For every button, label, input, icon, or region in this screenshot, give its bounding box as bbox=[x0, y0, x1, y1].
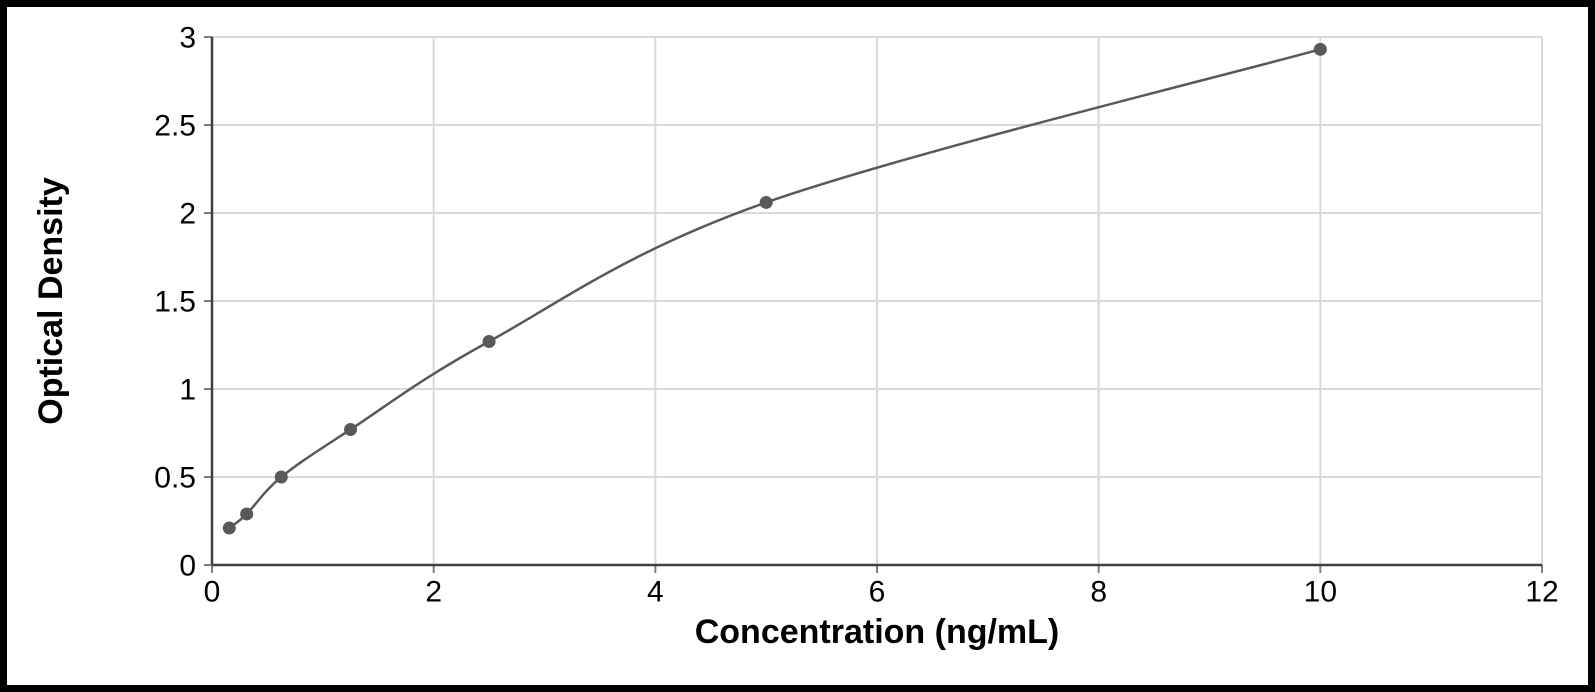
y-tick-label: 0.5 bbox=[154, 462, 196, 495]
data-point bbox=[483, 335, 496, 348]
x-tick-label: 10 bbox=[1304, 576, 1337, 609]
y-tick-label: 2.5 bbox=[154, 110, 196, 143]
data-point bbox=[275, 471, 288, 484]
x-tick-label: 4 bbox=[647, 576, 664, 609]
y-axis-label: Optical Density bbox=[32, 177, 70, 425]
data-point bbox=[344, 423, 357, 436]
y-tick-label: 1 bbox=[179, 374, 196, 407]
x-tick-label: 8 bbox=[1090, 576, 1107, 609]
data-point bbox=[223, 522, 236, 535]
y-tick-label: 1.5 bbox=[154, 286, 196, 319]
data-point bbox=[760, 196, 773, 209]
y-tick-label: 2 bbox=[179, 198, 196, 231]
x-tick-label: 0 bbox=[204, 576, 221, 609]
data-point bbox=[1314, 43, 1327, 56]
x-tick-label: 2 bbox=[425, 576, 442, 609]
x-tick-label: 12 bbox=[1525, 576, 1558, 609]
scatter-chart: 0 2 4 6 8 10 12 0 0.5 1 1.5 2 2.5 3 Concentration (ng/… bbox=[7, 7, 1588, 685]
x-tick-label: 6 bbox=[869, 576, 886, 609]
x-axis-label: Concentration (ng/mL) bbox=[695, 613, 1060, 651]
data-point bbox=[240, 507, 253, 520]
y-tick-label: 3 bbox=[179, 22, 196, 55]
chart-frame: 0 2 4 6 8 10 12 0 0.5 1 1.5 2 2.5 3 Concentration (ng/… bbox=[0, 0, 1595, 692]
y-tick-label: 0 bbox=[179, 550, 196, 583]
